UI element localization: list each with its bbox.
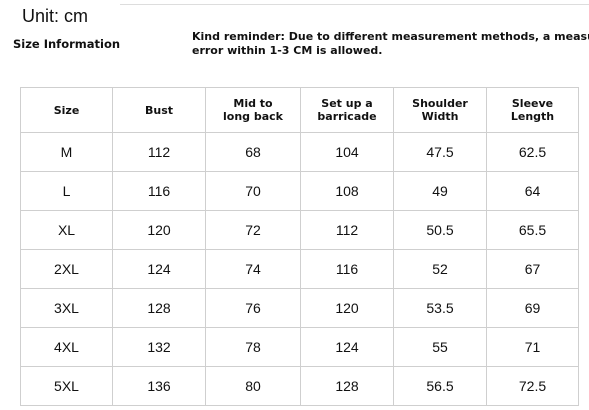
table-cell: 128: [112, 288, 206, 328]
table-cell: 108: [300, 171, 394, 211]
table-cell: 69: [486, 288, 579, 328]
section-title: Size Information: [13, 37, 121, 51]
table-cell: 116: [112, 171, 206, 211]
table-cell: 120: [300, 288, 394, 328]
table-row: L 116 70 108 49 64: [20, 171, 579, 211]
table-cell: 64: [486, 171, 579, 211]
table-cell: L: [20, 171, 113, 211]
table-cell: 52: [393, 249, 487, 289]
column-header: Shoulder Width: [393, 87, 487, 133]
table-cell: 2XL: [20, 249, 113, 289]
table-cell: 56.5: [393, 366, 487, 406]
divider: [120, 4, 589, 5]
table-cell: 124: [300, 327, 394, 367]
table-cell: 72.5: [486, 366, 579, 406]
column-header: Size: [20, 87, 113, 133]
table-cell: XL: [20, 210, 113, 250]
table-cell: 72: [205, 210, 301, 250]
table-cell: 76: [205, 288, 301, 328]
table-cell: 67: [486, 249, 579, 289]
table-row: M 112 68 104 47.5 62.5: [20, 132, 579, 172]
table-row: 2XL 124 74 116 52 67: [20, 249, 579, 289]
table-cell: 80: [205, 366, 301, 406]
table-cell: 53.5: [393, 288, 487, 328]
column-header: Sleeve Length: [486, 87, 579, 133]
column-header: Bust: [112, 87, 206, 133]
table-cell: 116: [300, 249, 394, 289]
table-cell: 65.5: [486, 210, 579, 250]
table-cell: 120: [112, 210, 206, 250]
table-cell: M: [20, 132, 113, 172]
header-row: Size Bust Mid to long back Set up a barrica…: [20, 87, 579, 133]
table-cell: 128: [300, 366, 394, 406]
table-cell: 70: [205, 171, 301, 211]
table-cell: 112: [112, 132, 206, 172]
table-cell: 68: [205, 132, 301, 172]
reminder: Kind reminder: Due to different measurem…: [192, 30, 589, 58]
table-cell: 74: [205, 249, 301, 289]
table-row: 3XL 128 76 120 53.5 69: [20, 288, 579, 328]
table-row: 5XL 136 80 128 56.5 72.5: [20, 366, 579, 406]
column-header: Set up a barricade: [300, 87, 394, 133]
table-cell: 71: [486, 327, 579, 367]
table-cell: 47.5: [393, 132, 487, 172]
table-cell: 132: [112, 327, 206, 367]
table-cell: 50.5: [393, 210, 487, 250]
reminder-line: Kind reminder: Due to different measurem…: [192, 30, 589, 43]
column-header: Mid to long back: [205, 87, 301, 133]
table-row: 4XL 132 78 124 55 71: [20, 327, 579, 367]
size-table: Size Bust Mid to long back Set up a barrica…: [20, 87, 579, 406]
table-cell: 136: [112, 366, 206, 406]
unit-label: Unit: cm: [22, 6, 89, 26]
reminder-line: error within 1-3 CM is allowed.: [192, 44, 383, 57]
table-cell: 78: [205, 327, 301, 367]
table-cell: 4XL: [20, 327, 113, 367]
table-row: XL 120 72 112 50.5 65.5: [20, 210, 579, 250]
table-cell: 104: [300, 132, 394, 172]
table-cell: 124: [112, 249, 206, 289]
table-cell: 112: [300, 210, 394, 250]
table-cell: 62.5: [486, 132, 579, 172]
table-cell: 49: [393, 171, 487, 211]
table-cell: 5XL: [20, 366, 113, 406]
table-body: M 112 68 104 47.5 62.5 L 116 70 108 49 64 XL 120 72 112…: [20, 132, 579, 406]
table-cell: 55: [393, 327, 487, 367]
table-cell: 3XL: [20, 288, 113, 328]
